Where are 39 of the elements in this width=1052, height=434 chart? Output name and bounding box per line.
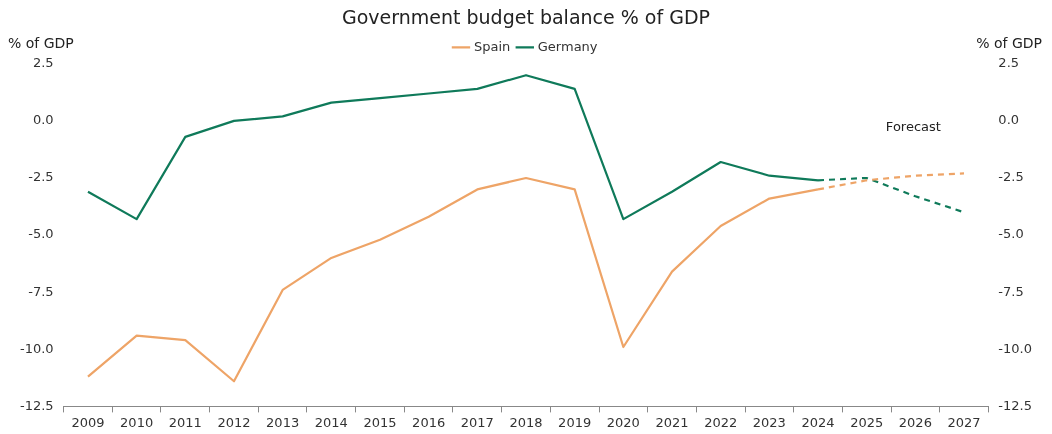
y-axis-title: % of GDP [8,35,74,52]
x-tick-label: 2014 [314,414,348,430]
x-tick-label: 2013 [266,414,300,430]
y-tick-label: -5.0 [28,226,54,242]
y2-tick-label: -7.5 [998,283,1024,299]
x-tick-label: 2015 [363,414,397,430]
y2-tick-label: -10.0 [998,340,1032,356]
y-tick-label: 2.5 [32,55,54,71]
y-tick-label: 0.0 [32,112,54,128]
x-tick-label: 2016 [412,414,446,430]
x-tick-label: 2025 [850,414,884,430]
x-tick-label: 2019 [558,414,592,430]
y2-tick-label: -5.0 [998,226,1024,242]
x-tick-label: 2021 [655,414,689,430]
y2-tick-label: 2.5 [998,55,1020,71]
x-tick-label: 2023 [752,414,786,430]
x-tick-label: 2009 [71,414,105,430]
y-tick-label: -12.5 [20,397,54,413]
y2-tick-label: -2.5 [998,169,1024,185]
x-tick-label: 2017 [460,414,494,430]
y-tick-label: -7.5 [28,283,54,299]
annotation: Forecast [885,118,941,134]
x-tick-label: 2022 [704,414,738,430]
x-tick-label: 2027 [947,414,981,430]
x-tick-label: 2024 [801,414,835,430]
y2-tick-label: 0.0 [998,112,1020,128]
y-tick-label: -2.5 [28,169,54,185]
x-tick-label: 2010 [120,414,154,430]
x-tick-label: 2012 [217,414,251,430]
legend-label: Germany [537,38,598,54]
y2-axis-title: % of GDP [976,35,1042,52]
x-tick-label: 2018 [509,414,543,430]
y-tick-label: -10.0 [20,340,54,356]
y2-tick-label: -12.5 [998,397,1032,413]
chart-title: Government budget balance % of GDP [341,6,711,29]
x-tick-label: 2026 [898,414,932,430]
legend-label: Spain [473,38,511,54]
x-tick-label: 2011 [168,414,202,430]
x-tick-label: 2020 [606,414,640,430]
